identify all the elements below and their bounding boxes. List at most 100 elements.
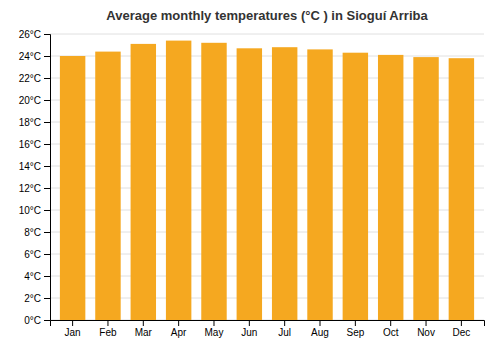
y-tick-label: 24°C: [19, 51, 41, 62]
chart-svg: 0°C 2°C 4°C 6°C 8°C 10°C 12°C 14°C 16°C 18°C 20°C 2…: [0, 0, 500, 350]
bar: [307, 49, 332, 320]
x-tick: Dec: [452, 320, 470, 338]
y-tick-label: 10°C: [19, 205, 41, 216]
y-tick-mark: [44, 122, 50, 123]
y-tick-mark: [44, 320, 50, 321]
x-tick-mark: [461, 320, 462, 326]
y-tick: 2°C: [24, 293, 50, 304]
y-tick-label: 4°C: [24, 271, 41, 282]
y-tick-label: 8°C: [24, 227, 41, 238]
y-tick: 0°C: [24, 315, 50, 326]
y-tick-mark: [44, 100, 50, 101]
y-tick: 4°C: [24, 271, 50, 282]
y-tick-label: 2°C: [24, 293, 41, 304]
y-tick: 22°C: [19, 73, 50, 84]
x-tick: Sep: [346, 320, 364, 338]
x-tick: Mar: [135, 320, 153, 338]
y-tick-label: 22°C: [19, 73, 41, 84]
y-tick: 20°C: [19, 95, 50, 106]
x-axis: Jan Feb Mar Apr May Jun Jul Aug Sep Oct Nov Dec: [51, 320, 485, 338]
y-tick-label: 18°C: [19, 117, 41, 128]
x-tick: Apr: [171, 320, 187, 338]
x-tick-label: Feb: [99, 327, 117, 338]
y-tick: 8°C: [24, 227, 50, 238]
x-tick: Oct: [383, 320, 399, 338]
y-tick-label: 12°C: [19, 183, 41, 194]
y-tick-mark: [44, 254, 50, 255]
x-tick-mark: [355, 320, 356, 326]
y-tick-label: 20°C: [19, 95, 41, 106]
bar: [272, 47, 297, 320]
x-tick-label: Aug: [311, 327, 329, 338]
y-tick-mark: [44, 188, 50, 189]
x-tick-label: Dec: [452, 327, 470, 338]
y-axis: 0°C 2°C 4°C 6°C 8°C 10°C 12°C 14°C 16°C 18°C 20°C 2…: [19, 29, 51, 326]
x-tick-label: Jun: [241, 327, 257, 338]
bar: [449, 58, 474, 320]
bar: [201, 43, 226, 320]
bar: [413, 57, 438, 320]
chart-title: Average monthly temperatures (°C ) in Si…: [106, 8, 428, 23]
y-tick: 12°C: [19, 183, 50, 194]
x-tick-mark: [178, 320, 179, 326]
y-tick: 6°C: [24, 249, 50, 260]
y-tick-mark: [44, 276, 50, 277]
y-tick: 16°C: [19, 139, 50, 150]
x-tick-label: Oct: [383, 327, 399, 338]
x-tick-label: Jan: [65, 327, 81, 338]
x-tick-label: May: [205, 327, 224, 338]
plot-area: 0°C 2°C 4°C 6°C 8°C 10°C 12°C 14°C 16°C 18°C 20°C 2…: [19, 29, 485, 338]
bar: [131, 44, 156, 320]
x-tick-label: Sep: [346, 327, 364, 338]
x-tick-mark: [143, 320, 144, 326]
x-tick-mark: [107, 320, 108, 326]
y-tick: 10°C: [19, 205, 50, 216]
x-tick-mark: [249, 320, 250, 326]
y-tick-mark: [44, 34, 50, 35]
y-axis-line: [44, 35, 51, 321]
y-tick-mark: [44, 166, 50, 167]
x-tick: May: [205, 320, 224, 338]
x-tick-mark: [72, 320, 73, 326]
x-axis-line: [51, 321, 485, 327]
x-tick: Jul: [278, 320, 291, 338]
x-tick-mark: [320, 320, 321, 326]
x-tick: Jan: [65, 320, 81, 338]
y-tick-label: 6°C: [24, 249, 41, 260]
bar: [60, 56, 85, 320]
y-tick: 26°C: [19, 29, 50, 40]
y-tick-label: 26°C: [19, 29, 41, 40]
bar: [237, 48, 262, 320]
y-tick-label: 0°C: [24, 315, 41, 326]
chart-container: 0°C 2°C 4°C 6°C 8°C 10°C 12°C 14°C 16°C 18°C 20°C 2…: [0, 0, 500, 350]
x-tick-label: Apr: [171, 327, 187, 338]
x-tick-label: Nov: [417, 327, 435, 338]
x-tick-label: Jul: [278, 327, 291, 338]
bar: [95, 52, 120, 320]
y-tick-mark: [44, 210, 50, 211]
y-tick-mark: [44, 298, 50, 299]
x-tick: Jun: [241, 320, 257, 338]
x-tick-label: Mar: [135, 327, 153, 338]
x-tick: Feb: [99, 320, 117, 338]
x-tick: Nov: [417, 320, 435, 338]
x-tick-mark: [426, 320, 427, 326]
x-tick-mark: [390, 320, 391, 326]
y-tick: 14°C: [19, 161, 50, 172]
grid-line: [50, 34, 484, 35]
x-tick-mark: [284, 320, 285, 326]
y-tick-label: 14°C: [19, 161, 41, 172]
x-tick: Aug: [311, 320, 329, 338]
bar: [343, 53, 368, 320]
y-tick-label: 16°C: [19, 139, 41, 150]
y-tick: 24°C: [19, 51, 50, 62]
y-tick-mark: [44, 78, 50, 79]
grid: [50, 34, 484, 320]
bar: [378, 55, 403, 320]
y-tick-mark: [44, 144, 50, 145]
y-tick-mark: [44, 56, 50, 57]
y-tick-mark: [44, 232, 50, 233]
bars: [60, 41, 474, 320]
x-tick-mark: [213, 320, 214, 326]
y-tick: 18°C: [19, 117, 50, 128]
